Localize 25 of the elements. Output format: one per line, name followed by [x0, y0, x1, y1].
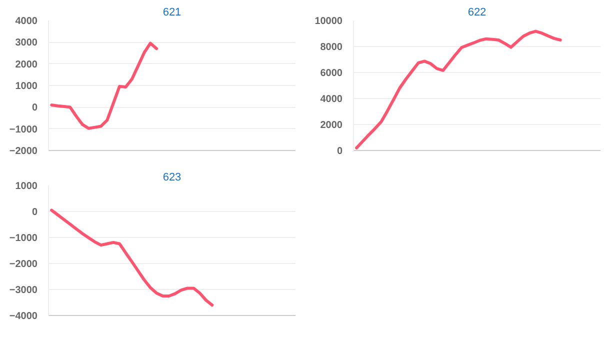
y-tick-label: −2000 — [9, 146, 38, 157]
y-tick-label: 4000 — [15, 16, 38, 27]
y-tick-label: 3000 — [15, 38, 38, 49]
line-series — [50, 42, 158, 130]
y-tick-label: 0 — [32, 102, 38, 114]
chart-title: 623 — [162, 172, 182, 184]
y-tick-label: −1000 — [9, 233, 38, 244]
y-tick-label: 1000 — [15, 81, 38, 92]
y-tick-label: 1000 — [15, 181, 38, 192]
y-tick-label: 10000 — [314, 16, 343, 27]
y-tick-label: 6000 — [320, 68, 343, 79]
y-tick-label: 4000 — [320, 94, 343, 105]
line-series — [50, 208, 214, 307]
y-tick-label: 2000 — [320, 120, 343, 131]
y-tick-label: 0 — [32, 207, 38, 218]
chart-title: 621 — [162, 6, 182, 18]
y-tick-label: 0 — [336, 146, 343, 157]
line-series — [355, 30, 562, 150]
chart-title: 622 — [468, 6, 486, 18]
y-tick-label: −2000 — [9, 259, 38, 270]
y-tick-label: 8000 — [320, 42, 343, 53]
y-tick-label: −3000 — [9, 285, 38, 296]
y-tick-label: 2000 — [15, 59, 38, 70]
y-tick-label: −4000 — [9, 311, 38, 322]
y-tick-label: −1000 — [9, 124, 38, 136]
